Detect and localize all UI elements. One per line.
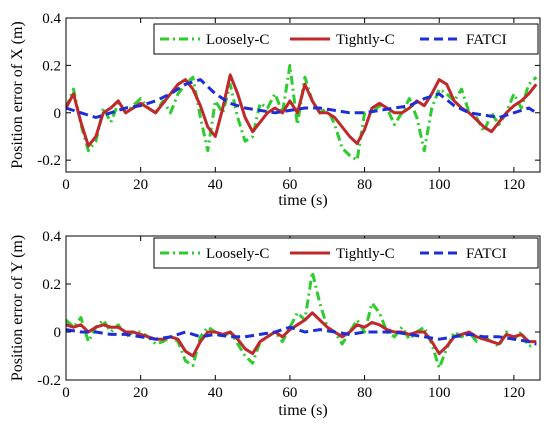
- x-tick-label: 80: [357, 385, 372, 401]
- y-axis-title: Position error of X (m): [9, 21, 26, 169]
- plot-frame: [65, 17, 541, 173]
- x-tick-label: 0: [62, 177, 70, 193]
- y-axis-title: Position error of Y (m): [9, 235, 26, 381]
- series-group: [66, 270, 537, 370]
- series-line-fatci: [66, 78, 538, 119]
- series-line-loosely-c: [66, 63, 538, 162]
- x-tick-label: 100: [428, 177, 451, 193]
- legend: Loosely-C Tightly-C FATCI: [153, 237, 539, 269]
- y-tick-label: -0.2: [37, 373, 61, 389]
- y-tick-label: 0: [54, 325, 62, 341]
- y-tick-label: 0.2: [42, 58, 61, 74]
- x-tick-label: 120: [503, 177, 526, 193]
- y-tick-label: 0: [54, 106, 62, 122]
- series-line-fatci: [66, 325, 537, 346]
- y-tick-label: 0.2: [42, 277, 61, 293]
- x-tick-label: 80: [357, 177, 372, 193]
- legend-label: Tightly-C: [336, 32, 395, 48]
- legend: Loosely-C Tightly-C FATCI: [153, 23, 539, 55]
- x-tick-label: 100: [428, 385, 451, 401]
- legend-label: Tightly-C: [336, 246, 395, 262]
- x-axis-title: time (s): [278, 192, 327, 209]
- y-tick-label: 0.4: [42, 229, 61, 245]
- x-tick-label: 40: [208, 177, 223, 193]
- legend-box: [153, 237, 539, 269]
- x-axis-title: time (s): [278, 402, 327, 419]
- x-tick-label: 60: [282, 385, 297, 401]
- y-tick-label: 0.4: [42, 11, 61, 27]
- legend-label: FATCI: [466, 32, 507, 48]
- x-tick-label: 0: [62, 385, 70, 401]
- x-tick-label: 40: [208, 385, 223, 401]
- x-tick-label: 120: [503, 385, 526, 401]
- series-group: [66, 63, 538, 162]
- legend-box: [153, 23, 539, 55]
- series-line-loosely-c: [66, 270, 537, 370]
- x-tick-label: 60: [282, 177, 297, 193]
- x-tick-label: 20: [133, 385, 148, 401]
- legend-label: FATCI: [466, 246, 507, 262]
- plot-frame: [65, 235, 541, 381]
- series-line-tightly-c: [66, 73, 538, 148]
- y-tick-label: -0.2: [37, 153, 61, 169]
- x-tick-label: 20: [133, 177, 148, 193]
- legend-label: Loosely-C: [206, 246, 269, 262]
- legend-label: Loosely-C: [206, 32, 269, 48]
